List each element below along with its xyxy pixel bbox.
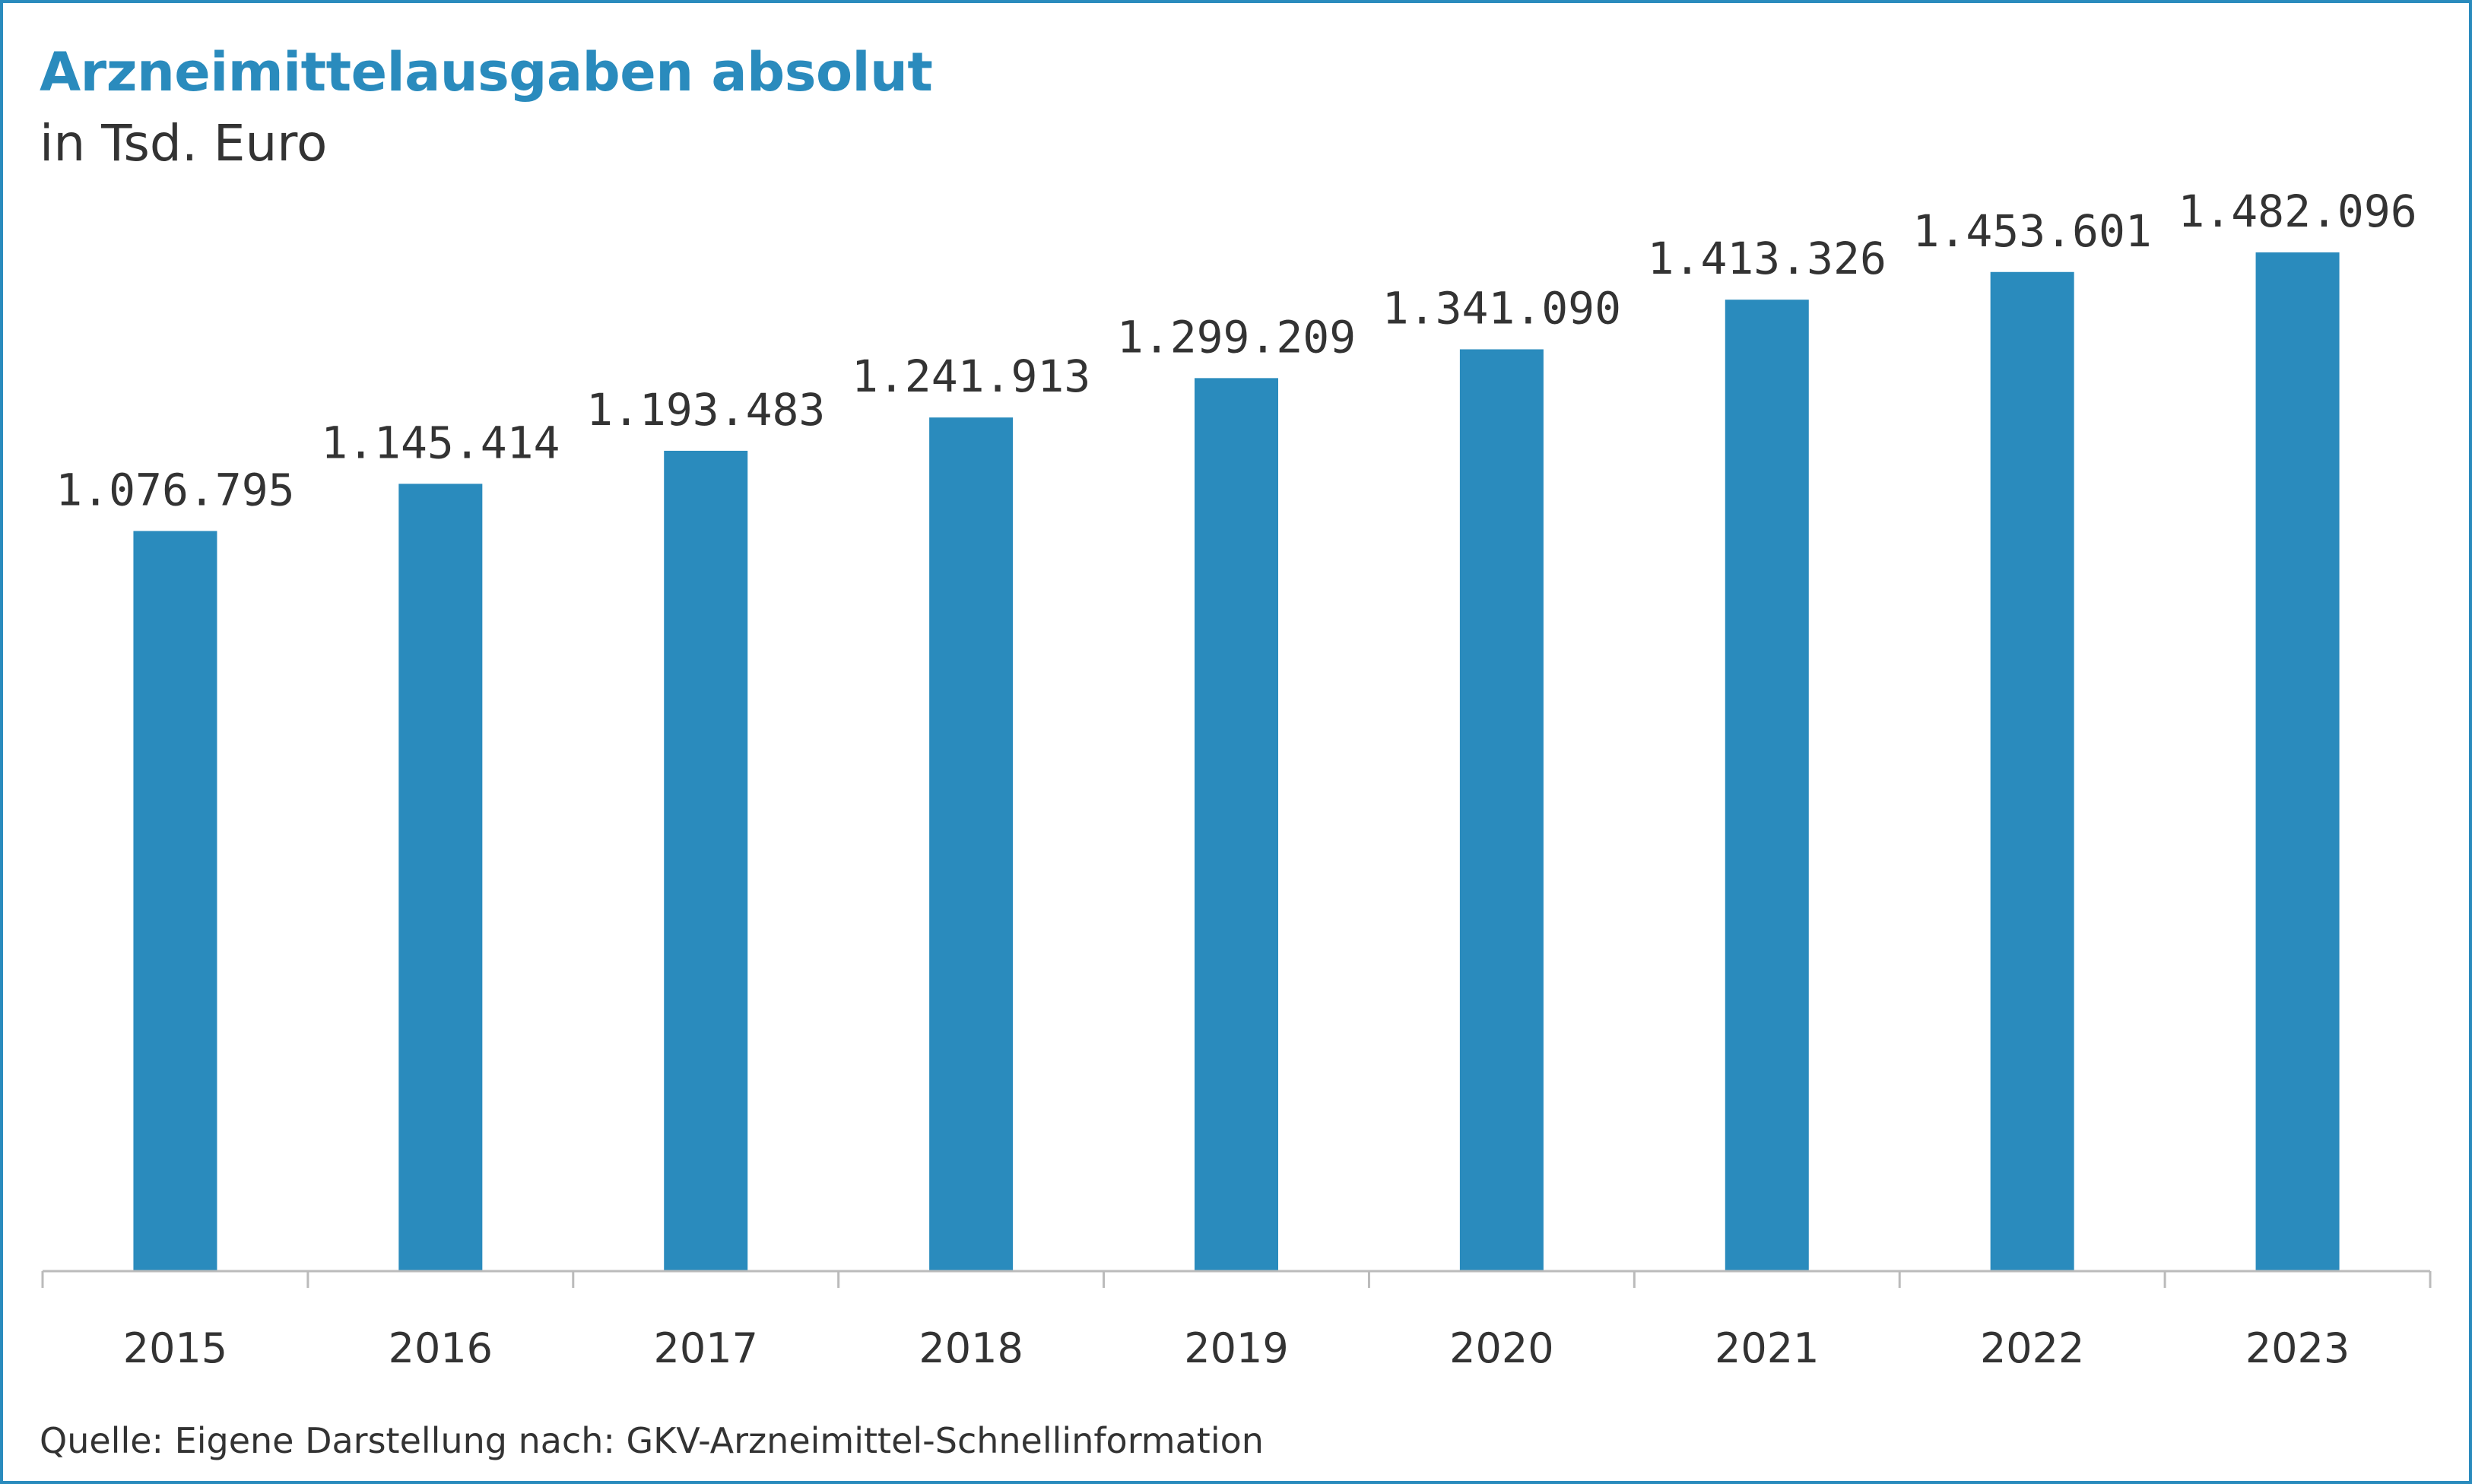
x-tick-label-2022: 2022 [1980,1324,2084,1372]
x-tick-label-2023: 2023 [2245,1324,2350,1372]
bar-2017 [664,450,748,1272]
bar-2015 [133,531,217,1271]
data-label-2023: 1.482.096 [2178,186,2416,237]
x-tick-label-2020: 2020 [1449,1324,1553,1372]
bar-2019 [1195,378,1278,1272]
x-tick-label-2021: 2021 [1715,1324,1819,1372]
bar-2021 [1725,300,1809,1272]
chart-title: Arzneimittelausgaben absolut [40,41,933,103]
data-label-2015: 1.076.795 [56,464,294,515]
data-label-2016: 1.145.414 [321,417,560,468]
bar-2023 [2255,252,2340,1271]
x-tick-label-2018: 2018 [919,1324,1023,1372]
x-tick-label-2017: 2017 [654,1324,758,1372]
x-tick-label-2016: 2016 [389,1324,493,1372]
data-label-2019: 1.299.209 [1117,311,1356,363]
value-labels: 1.076.795 2015 1.145.414 2016 1.193.483 2017 1… [56,186,2416,1372]
data-label-2017: 1.193.483 [586,384,825,436]
x-tick-label-2019: 2019 [1184,1324,1288,1372]
source-note: Quelle: Eigene Darstellung nach: GKV-Arz… [40,1420,1264,1461]
bar-2018 [929,417,1014,1271]
data-label-2022: 1.453.601 [1913,205,2152,257]
bar-2022 [1990,271,2074,1271]
data-label-2021: 1.413.326 [1648,233,1887,284]
x-axis [41,1270,2432,1288]
chart-subtitle: in Tsd. Euro [40,114,328,173]
x-tick-label-2015: 2015 [123,1324,227,1372]
bar-2016 [398,484,483,1271]
bars-layer [133,252,2340,1272]
data-label-2018: 1.241.913 [852,350,1090,402]
data-label-2020: 1.341.090 [1382,282,1621,334]
bar-2020 [1459,349,1544,1271]
